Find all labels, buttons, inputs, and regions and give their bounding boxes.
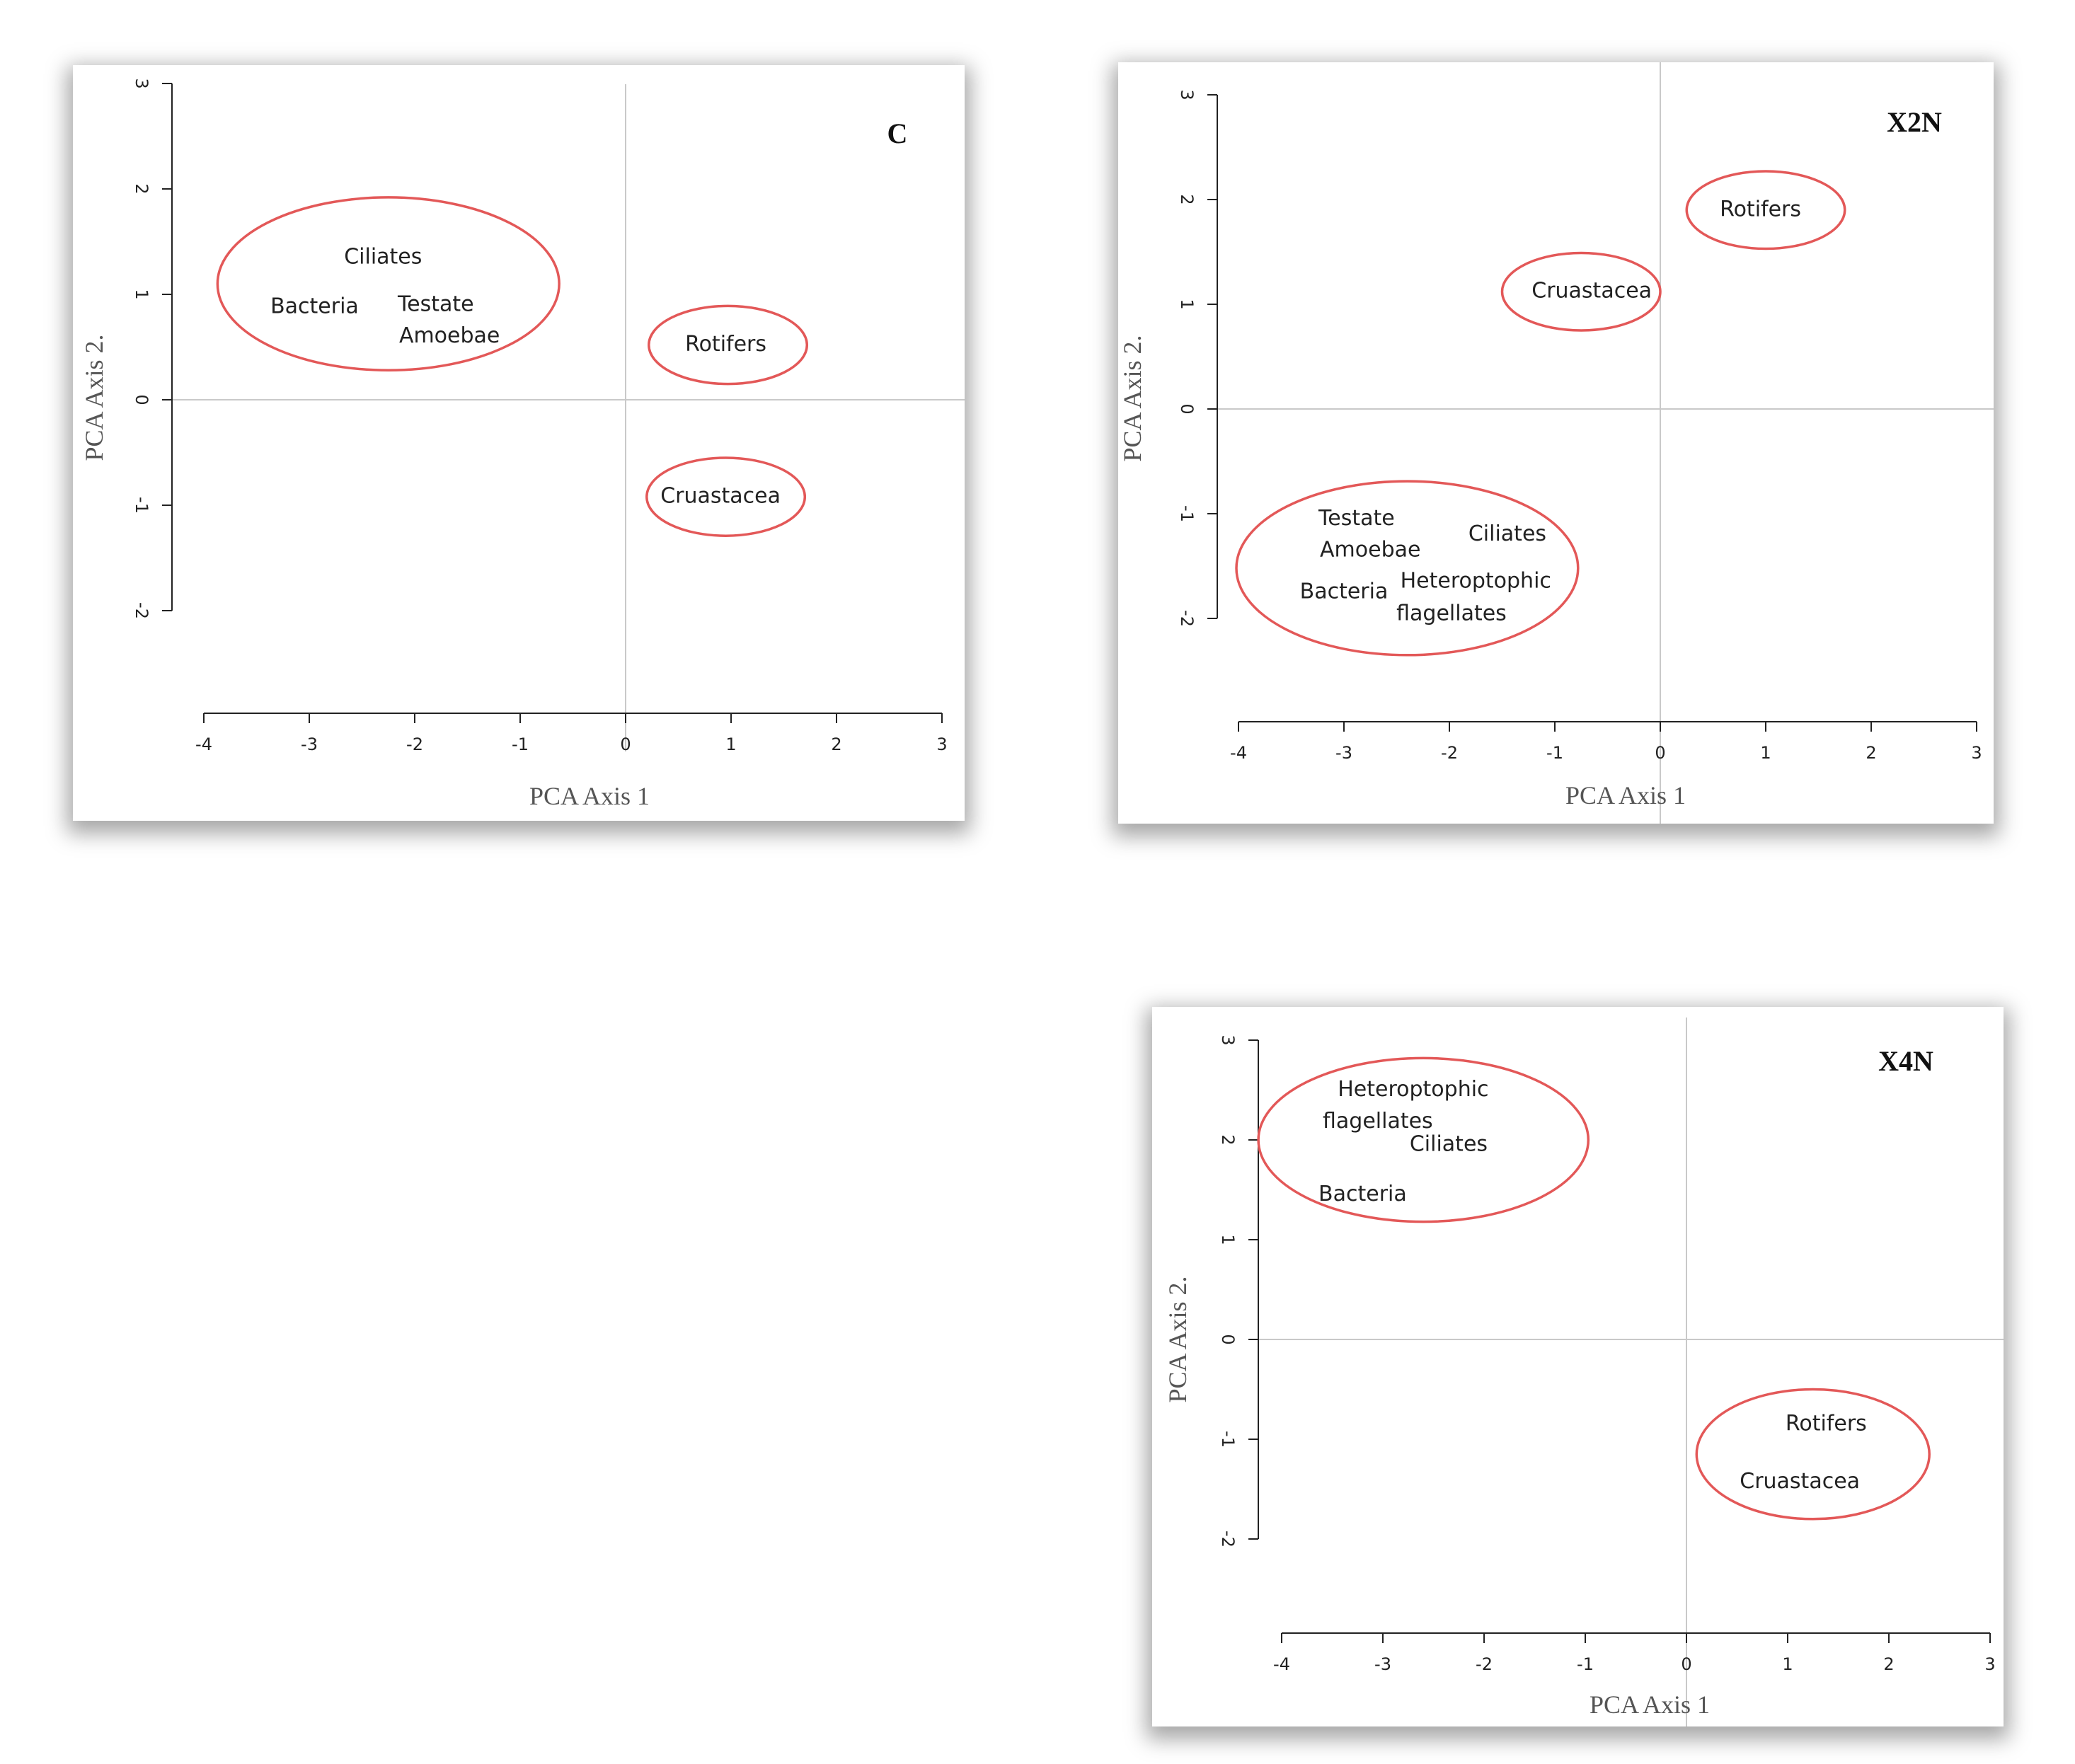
panel-label: X2N: [1887, 106, 1942, 138]
y-axis-title: PCA Axis 2.: [1163, 1276, 1192, 1402]
x-tick-label: 1: [1760, 743, 1771, 763]
x-tick-label: 2: [1866, 743, 1876, 763]
point-label: Bacteria: [1300, 580, 1389, 604]
point-label: Amoebae: [1320, 537, 1420, 562]
point-label: Testate: [1318, 506, 1395, 531]
cluster-ellipse: [216, 196, 561, 372]
y-tick-label: -1: [1177, 505, 1197, 522]
y-tick-label: -2: [1177, 610, 1197, 627]
point-label: Ciliates: [344, 244, 422, 269]
y-axis-title: PCA Axis 2.: [80, 334, 108, 461]
point-label: Heteroptophic: [1401, 569, 1551, 594]
cluster-ellipse: [1500, 251, 1662, 332]
pca-panel-x2n: -4 -3 -2 -1 0 1 2 3 3 2 1 0 -1 -2 PCA Axis 1 PCA Axis 2…: [1118, 62, 1994, 824]
x-axis-title: PCA Axis 1: [529, 782, 650, 810]
pca-panel-c: -4 -3 -2 -1 0 1 2 3 3 2 1 0 -1 -2 PCA Axis 1 PCA Axis 2…: [73, 65, 965, 821]
cluster-ellipse: [1257, 1056, 1590, 1223]
cluster-ellipse: [648, 304, 809, 386]
x-tick-label: -4: [1230, 743, 1247, 763]
x-axis-title: PCA Axis 1: [1590, 1690, 1710, 1719]
x-tick-label: 3: [1984, 1654, 1995, 1674]
point-label: Testate: [397, 292, 474, 316]
y-tick-label: 0: [132, 394, 151, 405]
point-label: Bacteria: [270, 294, 359, 318]
y-tick-label: 1: [1218, 1234, 1238, 1245]
point-label: Rotifers: [685, 332, 766, 357]
y-tick-label: -2: [132, 602, 151, 619]
point-label: Cruastacea: [660, 484, 781, 509]
y-tick-label: 1: [1177, 299, 1197, 309]
x-tick-label: 1: [1782, 1654, 1793, 1674]
x-tick-label: -3: [301, 734, 318, 754]
x-tick-label: -1: [512, 734, 529, 754]
pca-plot-c: -4 -3 -2 -1 0 1 2 3 3 2 1 0 -1 -2 PCA Axis 1 PCA Axis 2…: [80, 78, 965, 810]
point-label: Ciliates: [1468, 521, 1546, 546]
y-tick-label: -1: [1218, 1431, 1238, 1448]
x-tick-label: 3: [1971, 743, 1982, 763]
x-tick-label: -2: [1476, 1654, 1493, 1674]
point-label: Bacteria: [1318, 1182, 1407, 1206]
y-tick-label: 2: [1177, 194, 1197, 204]
point-label: Heteroptophic: [1338, 1077, 1488, 1102]
cluster-ellipse: [1235, 480, 1580, 657]
panel-label: C: [887, 117, 908, 149]
x-tick-label: 2: [831, 734, 841, 754]
y-tick-label: 3: [132, 78, 151, 88]
y-tick-label: 2: [132, 183, 151, 194]
x-tick-label: -3: [1335, 743, 1352, 763]
x-tick-label: -1: [1577, 1654, 1594, 1674]
x-tick-label: -4: [195, 734, 212, 754]
y-tick-label: 0: [1218, 1334, 1238, 1344]
y-tick-label: 2: [1218, 1134, 1238, 1145]
y-tick-label: 0: [1177, 403, 1197, 414]
y-tick-label: -2: [1218, 1530, 1238, 1547]
y-tick-label: 3: [1177, 89, 1197, 100]
x-tick-label: 1: [725, 734, 736, 754]
cluster-ellipse: [1685, 170, 1846, 250]
x-tick-label: -2: [406, 734, 423, 754]
x-tick-label: -1: [1546, 743, 1563, 763]
pca-plot-x2n: -4 -3 -2 -1 0 1 2 3 3 2 1 0 -1 -2 PCA Axis 1 PCA Axis 2…: [1118, 62, 1994, 824]
y-tick-label: 1: [132, 289, 151, 299]
point-label: Cruastacea: [1740, 1469, 1860, 1494]
y-tick-label: -1: [132, 497, 151, 514]
x-tick-label: 2: [1883, 1654, 1894, 1674]
point-label: Cruastacea: [1531, 279, 1652, 304]
x-tick-label: -4: [1273, 1654, 1290, 1674]
x-tick-label: 0: [1655, 743, 1665, 763]
x-tick-label: 3: [936, 734, 947, 754]
point-label: flagellates: [1323, 1109, 1433, 1134]
point-label: Amoebae: [399, 323, 500, 348]
x-tick-label: -3: [1374, 1654, 1391, 1674]
point-label: Ciliates: [1410, 1132, 1488, 1157]
x-tick-label: 0: [1681, 1654, 1691, 1674]
y-axis-title: PCA Axis 2.: [1118, 335, 1146, 461]
x-tick-label: 0: [620, 734, 631, 754]
cluster-ellipse: [1695, 1388, 1931, 1521]
pca-panel-x4n: -4 -3 -2 -1 0 1 2 3 3 2 1 0 -1 -2 PCA Axis 1 PCA Axis 2…: [1152, 1007, 2004, 1726]
y-tick-label: 3: [1218, 1034, 1238, 1045]
x-axis-title: PCA Axis 1: [1565, 781, 1686, 809]
point-label: Rotifers: [1786, 1411, 1867, 1436]
panel-label: X4N: [1878, 1045, 1933, 1077]
cluster-ellipse: [645, 456, 807, 537]
point-label: flagellates: [1396, 601, 1507, 626]
x-tick-label: -2: [1441, 743, 1458, 763]
point-label: Rotifers: [1720, 197, 1801, 221]
pca-plot-x4n: -4 -3 -2 -1 0 1 2 3 3 2 1 0 -1 -2 PCA Axis 1 PCA Axis 2…: [1163, 1018, 2004, 1726]
